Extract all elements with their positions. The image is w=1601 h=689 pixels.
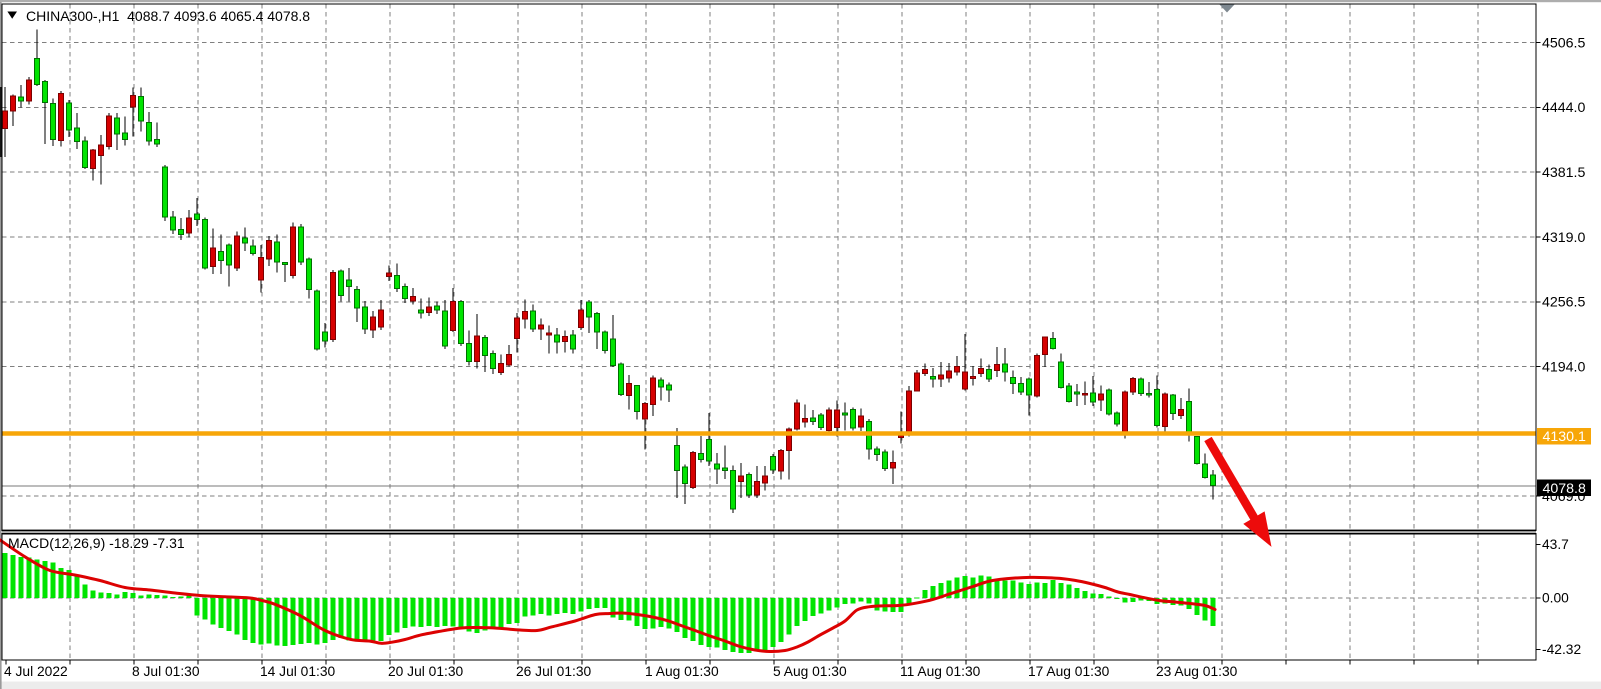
svg-text:0.00: 0.00 — [1542, 591, 1569, 606]
svg-text:43.7: 43.7 — [1542, 537, 1569, 552]
svg-text:4506.5: 4506.5 — [1542, 35, 1586, 51]
svg-text:4078.8: 4078.8 — [1543, 481, 1587, 497]
svg-text:CHINA300-,H1 4088.7 4093.6 40: CHINA300-,H1 4088.7 4093.6 4065.4 4078.8 — [26, 8, 310, 24]
svg-text:-42.32: -42.32 — [1542, 642, 1581, 657]
svg-text:MACD(12,26,9) -18.29 -7.31: MACD(12,26,9) -18.29 -7.31 — [8, 535, 185, 551]
svg-text:4381.5: 4381.5 — [1542, 165, 1586, 181]
svg-text:4319.0: 4319.0 — [1542, 230, 1586, 246]
svg-text:4 Jul 2022: 4 Jul 2022 — [4, 664, 68, 679]
svg-text:26 Jul 01:30: 26 Jul 01:30 — [516, 664, 592, 679]
svg-text:4256.5: 4256.5 — [1542, 295, 1586, 311]
svg-text:4194.0: 4194.0 — [1542, 359, 1586, 375]
svg-text:14 Jul 01:30: 14 Jul 01:30 — [260, 664, 336, 679]
svg-text:4444.0: 4444.0 — [1542, 100, 1586, 116]
svg-text:5 Aug 01:30: 5 Aug 01:30 — [773, 664, 847, 679]
svg-text:17 Aug 01:30: 17 Aug 01:30 — [1028, 664, 1110, 679]
svg-text:20 Jul 01:30: 20 Jul 01:30 — [388, 664, 464, 679]
svg-text:4130.1: 4130.1 — [1543, 429, 1587, 445]
svg-text:8 Jul 01:30: 8 Jul 01:30 — [132, 664, 200, 679]
svg-text:11 Aug 01:30: 11 Aug 01:30 — [900, 664, 981, 679]
svg-text:1 Aug 01:30: 1 Aug 01:30 — [645, 664, 719, 679]
svg-text:23 Aug 01:30: 23 Aug 01:30 — [1156, 664, 1238, 679]
